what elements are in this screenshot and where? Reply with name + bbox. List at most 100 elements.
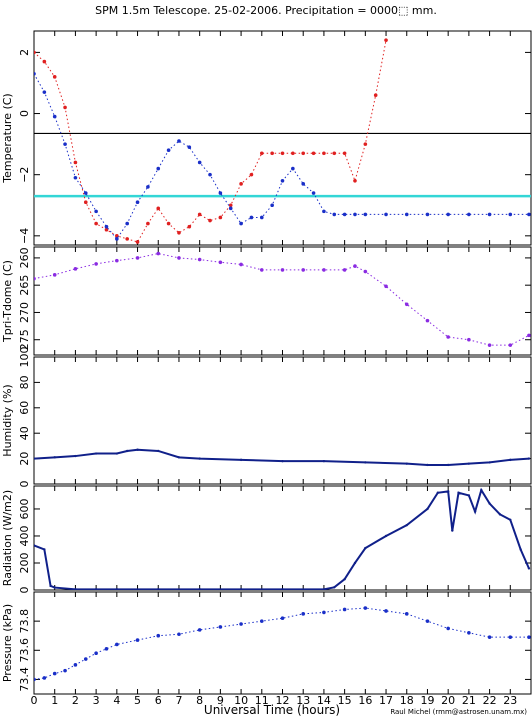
data-point xyxy=(509,458,512,462)
data-point xyxy=(353,212,357,217)
data-point xyxy=(83,657,88,661)
data-point xyxy=(73,175,78,180)
data-point xyxy=(83,200,88,204)
data-point xyxy=(487,212,492,217)
data-point xyxy=(451,529,454,532)
panel-frame xyxy=(33,30,532,246)
y-tick-label: −2 xyxy=(18,167,31,183)
data-group xyxy=(34,38,531,244)
x-tick-label: 20 xyxy=(441,694,455,707)
panel-pressure: 73.4 73.6 73.8 Pressure (kPa) xyxy=(1,591,532,695)
data-point xyxy=(301,612,306,616)
x-tick-label: 19 xyxy=(420,694,434,707)
data-point xyxy=(42,59,47,64)
y-tick-label: −4 xyxy=(18,228,31,244)
data-point xyxy=(239,182,243,186)
data-point xyxy=(508,343,513,347)
data-point xyxy=(527,567,531,570)
data-point xyxy=(42,676,47,680)
data-point xyxy=(446,212,450,217)
data-point xyxy=(239,622,243,626)
data-point xyxy=(73,160,78,165)
data-point xyxy=(135,200,140,204)
y-tick-label: 20 xyxy=(18,452,31,466)
y-tick-label: 73.4 xyxy=(18,667,31,692)
panel-radiation: 0 200 400 600 Radiation (W/m2) xyxy=(1,485,532,594)
data-point xyxy=(125,237,129,241)
data-point xyxy=(363,212,368,217)
credit-text: Raul Michel (rmm@astrosen.unam.mx) xyxy=(390,708,527,716)
y-tick-label: 200 xyxy=(18,552,31,573)
data-point xyxy=(198,457,201,460)
x-tick-label: 15 xyxy=(338,694,352,707)
data-point xyxy=(157,449,160,453)
data-point xyxy=(280,616,285,621)
data-point xyxy=(52,273,57,277)
data-point xyxy=(467,494,471,497)
y-tick-label: 73.8 xyxy=(18,609,31,634)
data-point xyxy=(467,337,471,342)
panel-humidity: 0 20 40 60 80 100 Humidity (%) xyxy=(1,347,532,488)
data-point xyxy=(291,166,295,171)
data-group xyxy=(34,251,531,347)
x-tick-label: 12 xyxy=(276,694,290,707)
data-point xyxy=(259,619,264,623)
data-point xyxy=(446,626,450,631)
data-point xyxy=(342,268,347,272)
y-tick-label: 80 xyxy=(18,375,31,389)
data-point xyxy=(508,212,513,217)
y-tick-label: 275 xyxy=(18,329,31,350)
data-point xyxy=(322,459,326,463)
panel-tpri-tdome: 275 270 265 260 Tpri-Tdome (C) xyxy=(1,246,532,356)
data-point xyxy=(487,635,492,639)
data-point xyxy=(249,172,254,177)
data-point xyxy=(94,651,98,655)
data-point xyxy=(425,318,430,323)
data-point xyxy=(74,454,77,458)
data-point xyxy=(270,203,274,208)
data-point xyxy=(384,212,388,217)
x-tick-label: 10 xyxy=(234,694,248,707)
data-point xyxy=(198,588,201,590)
data-point xyxy=(363,142,368,146)
series-trace-blue xyxy=(34,73,529,240)
x-tick-label: 9 xyxy=(217,694,224,707)
data-point xyxy=(104,227,109,232)
data-point xyxy=(63,142,67,146)
y-tick-label: 60 xyxy=(18,401,31,415)
x-axis-label: Universal Time (hours) xyxy=(204,703,340,717)
data-point xyxy=(166,221,171,226)
data-point xyxy=(404,302,409,307)
data-point xyxy=(104,647,109,651)
data-point xyxy=(353,264,357,268)
data-point xyxy=(332,212,337,217)
y-tick-label: 265 xyxy=(18,275,31,296)
data-point xyxy=(34,457,36,460)
data-point xyxy=(527,457,531,460)
data-point xyxy=(384,284,388,289)
y-tick-label: 0 xyxy=(18,481,31,488)
y-tick-label: 0 xyxy=(18,587,31,594)
data-point xyxy=(74,588,77,590)
y-axis-label: Pressure (kPa) xyxy=(1,604,14,682)
x-tick-label: 13 xyxy=(296,694,310,707)
data-point xyxy=(373,93,378,97)
data-point xyxy=(94,262,98,266)
data-point xyxy=(218,260,223,265)
y-tick-label: 260 xyxy=(18,247,31,268)
y-tick-label: 270 xyxy=(18,302,31,323)
data-point xyxy=(125,449,129,453)
data-point xyxy=(218,191,223,195)
data-point xyxy=(228,206,233,211)
data-point xyxy=(527,212,531,217)
data-point xyxy=(426,463,429,467)
series-trace-purple xyxy=(34,253,530,346)
data-point xyxy=(281,588,284,590)
data-point xyxy=(363,269,368,274)
data-point xyxy=(509,518,512,521)
data-point xyxy=(63,105,67,110)
data-point xyxy=(311,151,316,156)
data-point xyxy=(342,607,347,612)
data-point xyxy=(135,638,140,642)
data-point xyxy=(425,212,430,217)
